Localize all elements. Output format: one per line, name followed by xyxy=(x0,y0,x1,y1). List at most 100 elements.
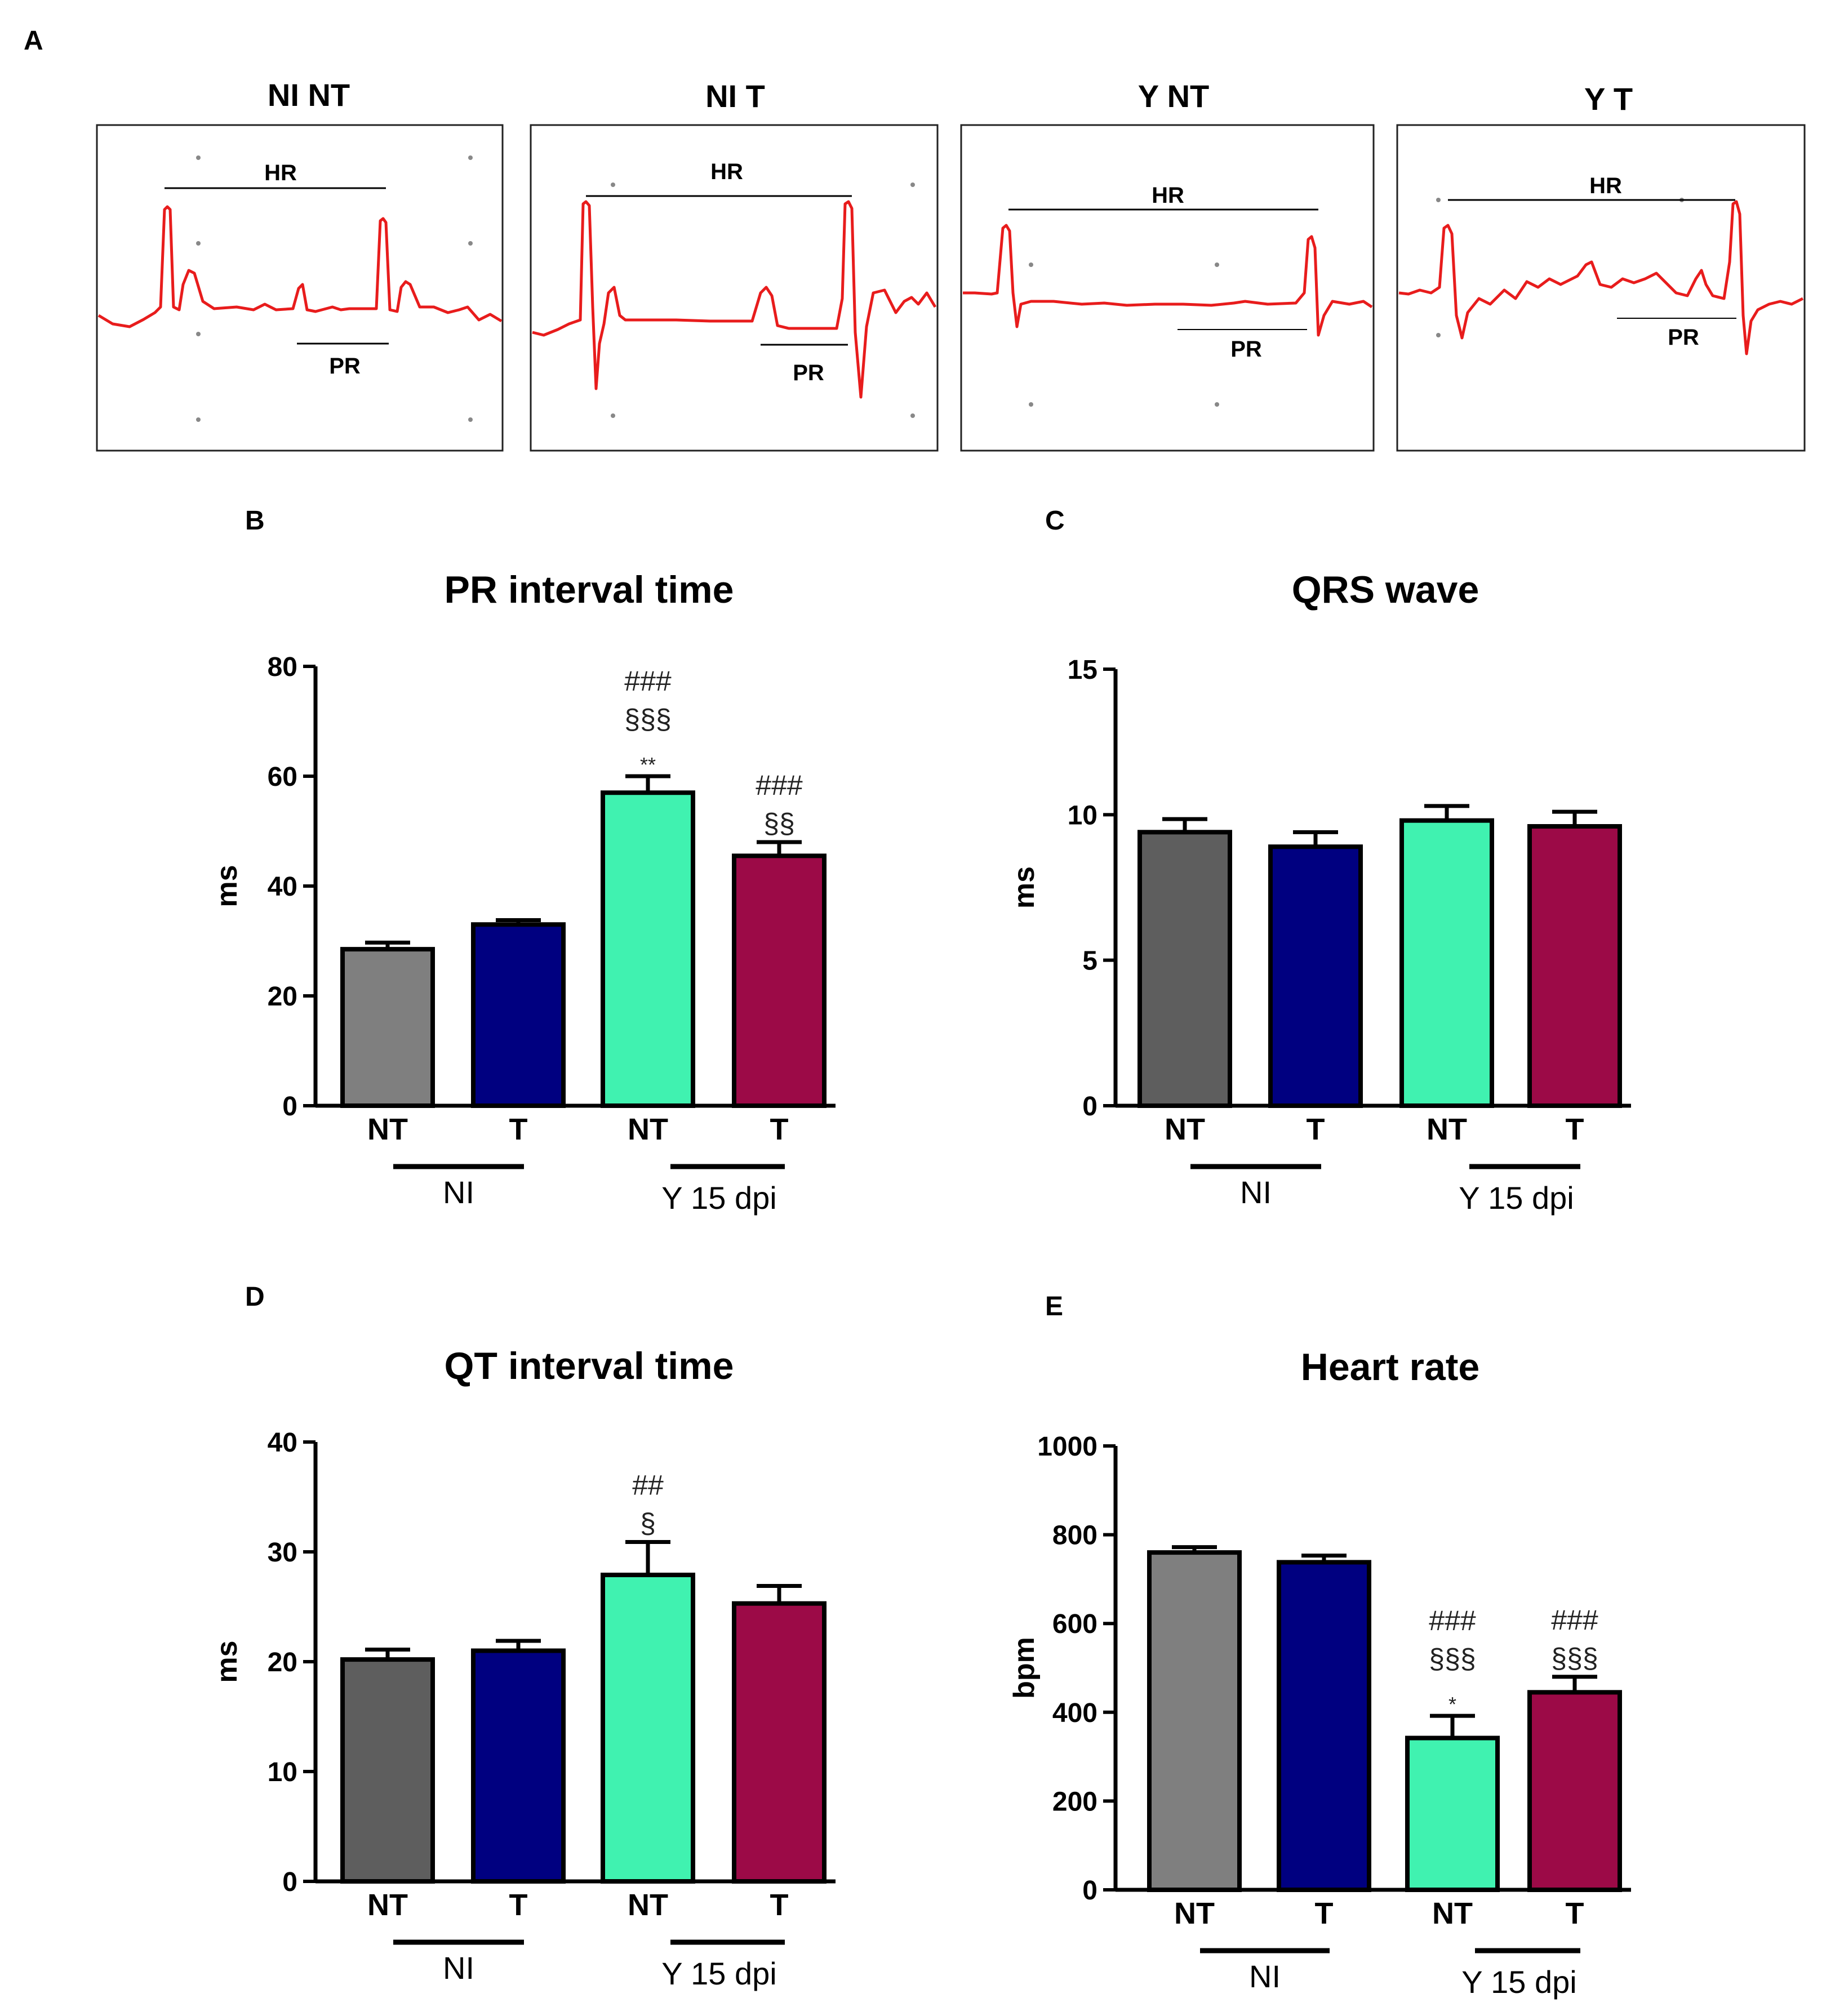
panel-letter-d: D xyxy=(245,1282,265,1312)
chart-b-ytick-label: 40 xyxy=(268,872,297,902)
hr-label-y-nt: HR xyxy=(1152,183,1184,208)
chart-d-title: QT interval time xyxy=(445,1345,734,1387)
chart-c-ytick-label: 0 xyxy=(1082,1092,1097,1122)
chart-e-significance-label: ### xyxy=(1429,1605,1476,1636)
chart-c-ytick-label: 5 xyxy=(1082,946,1097,976)
chart-d-ylabel: ms xyxy=(211,1640,243,1683)
chart-heart-rate: Heart rate bpm 0 200 400 600 800 1000 NT T ### §§§ *… xyxy=(1008,1346,1631,2000)
ecg-frame-y-nt xyxy=(960,124,1375,452)
chart-c-xtick-label: NT xyxy=(1165,1112,1205,1146)
chart-b-ylabel: ms xyxy=(211,865,243,907)
chart-d-significance-label: ## xyxy=(632,1469,664,1501)
chart-b-ytick-label: 60 xyxy=(268,762,297,792)
ecg-grid-dots xyxy=(196,155,1684,422)
chart-c-xtick-label: NT xyxy=(1427,1112,1467,1146)
hr-label-ni-nt: HR xyxy=(264,161,297,185)
ecg-markers xyxy=(165,187,1736,346)
chart-b-significance-label: ### xyxy=(756,769,803,801)
chart-d-group-label-ni: NI xyxy=(443,1950,474,1986)
chart-b-title: PR interval time xyxy=(445,568,734,611)
chart-e-xtick-label: NT xyxy=(1432,1897,1473,1930)
chart-e-ytick-label: 400 xyxy=(1052,1698,1097,1728)
ecg-frame-ni-nt xyxy=(96,124,504,452)
chart-e-bar xyxy=(1527,1690,1622,1893)
chart-e-group-label-y15: Y 15 dpi xyxy=(1461,1964,1576,2000)
pr-label-y-nt: PR xyxy=(1230,337,1262,362)
chart-b-group-label-ni: NI xyxy=(443,1174,474,1210)
ecg-title-ni-nt: NI NT xyxy=(268,77,350,113)
chart-b-bar xyxy=(471,922,566,1108)
chart-e-significance-label: §§§ xyxy=(1429,1643,1476,1675)
ecg-frame-y-t xyxy=(1396,124,1806,452)
chart-b-xtick-label: T xyxy=(770,1112,789,1146)
panel-letter-b: B xyxy=(245,506,265,536)
chart-b-xtick-label: NT xyxy=(367,1112,408,1146)
chart-d-ytick-label: 30 xyxy=(268,1538,297,1568)
chart-qt-interval: QT interval time ms 0 10 20 30 40 NT T ## § NT T NI Y … xyxy=(211,1345,836,1991)
chart-d-xtick-label: NT xyxy=(367,1888,408,1922)
chart-b-significance-label: §§ xyxy=(763,808,795,839)
chart-c-bar xyxy=(1137,830,1232,1109)
chart-b-ytick-label: 0 xyxy=(282,1092,297,1122)
chart-b-bar xyxy=(340,947,435,1108)
chart-d-bar xyxy=(471,1648,566,1884)
ecg-title-y-nt: Y NT xyxy=(1138,78,1210,114)
chart-c-group-label-ni: NI xyxy=(1240,1174,1272,1210)
chart-d-group-label-y15: Y 15 dpi xyxy=(661,1956,776,1991)
chart-b-bar xyxy=(732,853,827,1108)
chart-d-ytick-label: 40 xyxy=(268,1428,297,1458)
ecg-trace-y-nt xyxy=(963,224,1373,337)
chart-qrs-wave: QRS wave ms 0 5 10 15 NT T NT T NI Y 15 dpi xyxy=(1008,568,1631,1216)
pr-label-ni-nt: PR xyxy=(329,354,361,379)
chart-c-xtick-label: T xyxy=(1566,1112,1584,1146)
chart-e-ytick-label: 600 xyxy=(1052,1609,1097,1639)
chart-b-ytick-label: 80 xyxy=(268,652,297,682)
chart-e-significance-label: ### xyxy=(1551,1604,1598,1636)
chart-d-xtick-label: NT xyxy=(628,1888,668,1922)
chart-b-significance-label: ** xyxy=(640,753,656,776)
chart-e-significance-label: * xyxy=(1448,1693,1456,1716)
chart-c-bar xyxy=(1399,818,1494,1108)
chart-e-ytick-label: 0 xyxy=(1082,1876,1097,1906)
chart-c-bar xyxy=(1527,824,1622,1108)
chart-e-significance-label: §§§ xyxy=(1551,1643,1598,1674)
chart-d-xtick-label: T xyxy=(770,1888,789,1922)
chart-c-xtick-label: T xyxy=(1307,1112,1325,1146)
ecg-marker-labels: HR PR HR PR HR PR HR PR xyxy=(264,159,1699,385)
chart-e-title: Heart rate xyxy=(1301,1346,1480,1388)
chart-b-significance-label: ### xyxy=(624,665,672,697)
chart-d-significance-label: § xyxy=(640,1507,656,1539)
chart-c-bar xyxy=(1268,844,1363,1108)
chart-d-bar xyxy=(601,1572,695,1884)
ecg-trace-ni-t xyxy=(532,200,937,399)
chart-d-ytick-label: 20 xyxy=(268,1648,297,1677)
ecg-title-y-t: Y T xyxy=(1584,81,1633,117)
ecg-title-ni-t: NI T xyxy=(705,78,765,114)
chart-c-group-label-y15: Y 15 dpi xyxy=(1459,1180,1574,1216)
pr-label-y-t: PR xyxy=(1668,325,1699,350)
ecg-frame-ni-t xyxy=(530,124,939,452)
chart-e-xtick-label: NT xyxy=(1174,1897,1215,1930)
hr-label-ni-t: HR xyxy=(710,159,743,184)
chart-e-ytick-label: 200 xyxy=(1052,1787,1097,1817)
chart-d-xtick-label: T xyxy=(509,1888,528,1922)
ecg-trace-y-t xyxy=(1398,200,1804,355)
chart-d-bar xyxy=(732,1601,827,1884)
chart-e-bar xyxy=(1405,1735,1500,1892)
hr-label-y-t: HR xyxy=(1589,173,1622,198)
ecg-trace-ni-nt xyxy=(97,205,503,328)
chart-e-ytick-label: 1000 xyxy=(1037,1432,1097,1462)
chart-e-group-label-ni: NI xyxy=(1249,1959,1281,1994)
pr-label-ni-t: PR xyxy=(793,361,824,385)
chart-e-bar xyxy=(1277,1560,1371,1893)
chart-e-ylabel: bpm xyxy=(1008,1637,1041,1699)
chart-d-bar xyxy=(340,1657,435,1884)
chart-d-ytick-label: 10 xyxy=(268,1757,297,1787)
panel-letter-a: A xyxy=(24,26,43,56)
chart-c-ytick-label: 15 xyxy=(1068,655,1097,685)
chart-e-xtick-label: T xyxy=(1315,1897,1334,1930)
panel-letter-e: E xyxy=(1045,1292,1063,1321)
ecg-traces xyxy=(97,200,1804,399)
chart-pr-interval: PR interval time ms 0 20 40 60 80 NT T ### §§§ ** NT… xyxy=(211,568,836,1216)
